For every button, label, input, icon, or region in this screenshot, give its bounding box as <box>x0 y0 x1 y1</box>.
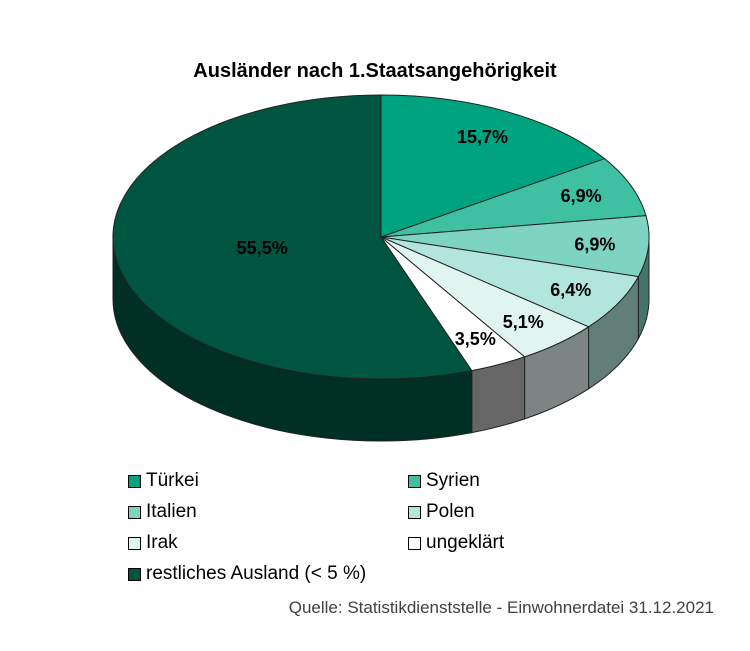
pie-slice-2 <box>380 215 650 278</box>
legend-label: Syrien <box>426 470 480 491</box>
legend-label: restliches Ausland (< 5 %) <box>146 563 367 584</box>
legend-item-ungeklaert: ungeklärt <box>408 532 504 554</box>
legend-swatch <box>128 567 141 581</box>
legend-item-irak: Irak <box>128 532 178 554</box>
chart-title: Ausländer nach 1.Staatsangehörigkeit <box>193 60 557 82</box>
pie-slice-6 <box>112 94 473 380</box>
pie-chart: 15,7% 6,9% 6,9% 6,4% 5,1% 3,5% 55,5% <box>112 94 650 442</box>
pie-slice-1 <box>380 158 647 238</box>
legend: Türkei Syrien Italien Polen Irak ungeklä… <box>128 470 548 590</box>
legend-swatch <box>408 536 421 550</box>
data-label-1: 6,9% <box>561 186 602 206</box>
legend-swatch <box>128 474 141 488</box>
data-label-5: 3,5% <box>455 329 496 349</box>
legend-swatch <box>128 505 141 519</box>
pie-slice-0 <box>380 94 606 238</box>
legend-swatch <box>408 474 421 488</box>
legend-item-syrien: Syrien <box>408 470 480 492</box>
pie-slices <box>112 94 650 380</box>
legend-swatch <box>128 536 141 550</box>
legend-item-restliches-ausland: restliches Ausland (< 5 %) <box>128 563 366 585</box>
legend-label: Italien <box>146 501 197 522</box>
source-note: Quelle: Statistikdienststelle - Einwohne… <box>288 598 714 617</box>
legend-label: Türkei <box>146 470 199 491</box>
legend-label: Polen <box>426 501 475 522</box>
data-label-6: 55,5% <box>237 238 288 258</box>
legend-label: ungeklärt <box>426 532 505 553</box>
data-label-3: 6,4% <box>550 280 591 300</box>
legend-item-polen: Polen <box>408 501 475 523</box>
legend-item-italien: Italien <box>128 501 197 523</box>
data-label-4: 5,1% <box>503 312 544 332</box>
data-label-0: 15,7% <box>457 127 508 147</box>
legend-swatch <box>408 505 421 519</box>
data-label-2: 6,9% <box>574 234 615 254</box>
legend-label: Irak <box>146 532 178 553</box>
legend-item-tuerkei: Türkei <box>128 470 199 492</box>
data-labels: 15,7% 6,9% 6,9% 6,4% 5,1% 3,5% 55,5% <box>237 127 616 349</box>
